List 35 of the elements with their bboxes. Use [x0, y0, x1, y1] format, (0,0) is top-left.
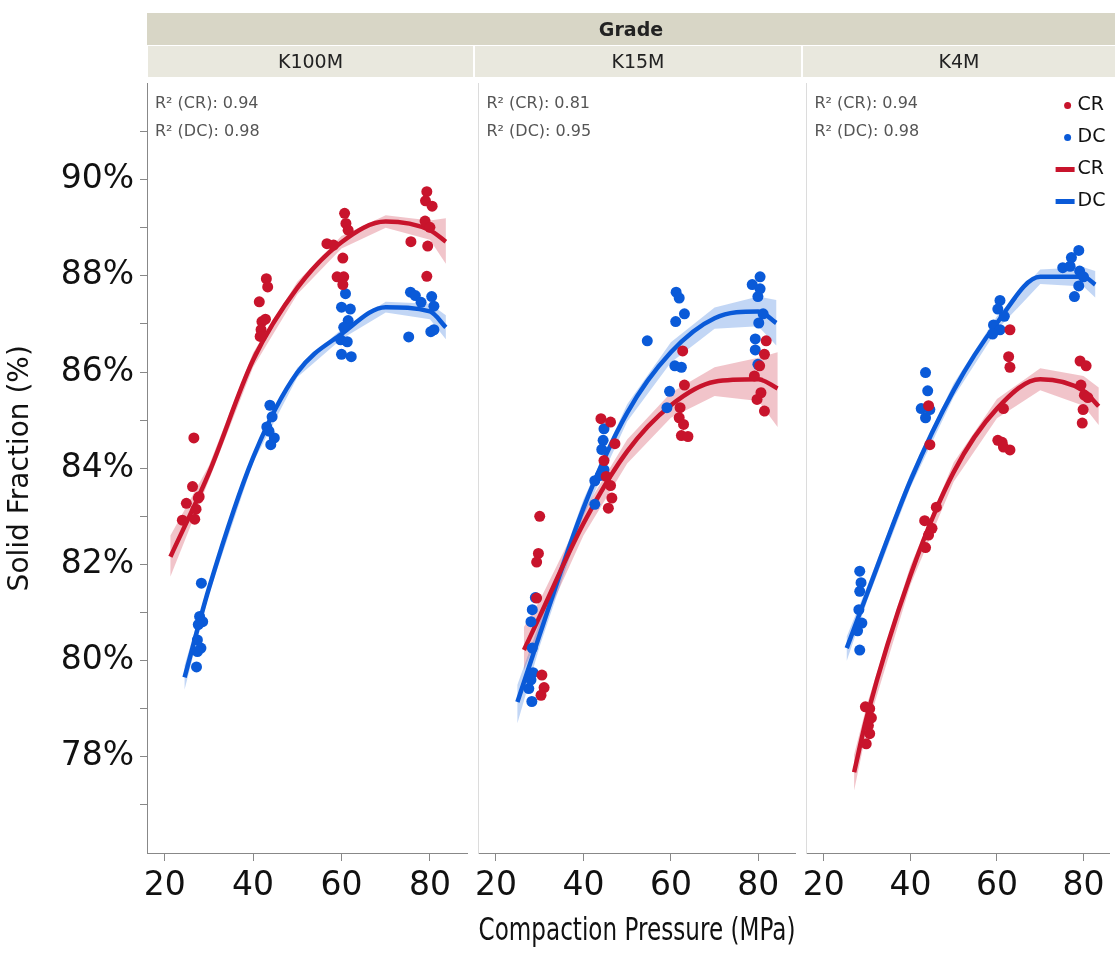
x-tick-label: 40 — [232, 864, 275, 904]
y-tick-label: 84% — [60, 445, 134, 485]
chart-title: Grade — [147, 13, 1115, 45]
y-tick-label: 86% — [60, 349, 134, 389]
y-tick-label: 88% — [60, 253, 134, 293]
annotation: R² (DC): 0.98 — [814, 120, 920, 140]
legend-label: DC — [1077, 188, 1106, 211]
legend-label: CR — [1077, 92, 1105, 115]
x-tick-label: 80 — [408, 864, 451, 904]
y-tick-label: 82% — [60, 542, 134, 582]
annotation: R² (CR): 0.94 — [814, 92, 918, 112]
annotation: R² (CR): 0.94 — [155, 92, 259, 112]
annotation: R² (DC): 0.98 — [155, 120, 260, 140]
annotation: R² (DC): 0.95 — [486, 120, 592, 140]
chart-subtitle: K4M — [802, 46, 1115, 77]
x-tick-label: 60 — [320, 864, 363, 904]
x-tick-label: 60 — [975, 864, 1018, 904]
x-axis-title: Compaction Pressure (MPa) — [478, 910, 796, 949]
legend-label: DC — [1077, 124, 1106, 147]
y-tick-label: 78% — [60, 734, 134, 774]
x-tick-label: 40 — [889, 864, 932, 904]
legend-label: CR — [1077, 156, 1105, 179]
x-tick-label: 20 — [143, 864, 186, 904]
x-tick-label: 20 — [474, 864, 517, 904]
x-tick-label: 60 — [649, 864, 692, 904]
x-tick-label: 80 — [737, 864, 780, 904]
x-tick-label: 80 — [1062, 864, 1105, 904]
y-axis-title: Solid Fraction (%) — [2, 345, 36, 592]
chart-subtitle: K100M — [147, 46, 473, 77]
x-tick-label: 40 — [562, 864, 605, 904]
x-tick-label: 20 — [802, 864, 845, 904]
y-tick-label: 80% — [60, 638, 134, 678]
annotation: R² (CR): 0.81 — [486, 92, 590, 112]
y-tick-label: 90% — [60, 157, 134, 197]
chart-subtitle: K15M — [474, 46, 801, 77]
